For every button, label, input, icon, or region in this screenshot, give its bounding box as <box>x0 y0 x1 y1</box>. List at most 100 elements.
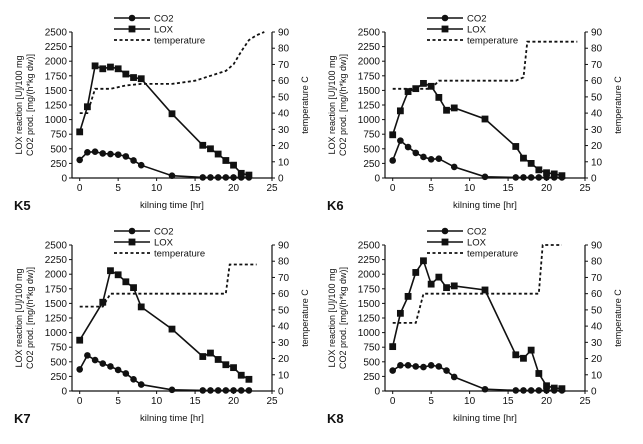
lox-point <box>168 325 176 333</box>
left-tick-label: 1250 <box>358 101 381 112</box>
right-tick-label: 50 <box>278 305 290 316</box>
legend-temperature-label: temperature <box>154 249 205 260</box>
co2-point <box>91 148 99 156</box>
lox-point <box>558 172 566 180</box>
legend-co2-label: CO2 <box>467 227 487 238</box>
panel-k8: 0250500750100012501500175020002250250001… <box>327 227 623 427</box>
left-tick-label: 2000 <box>358 57 381 68</box>
x-tick-label: 25 <box>579 183 591 194</box>
lox-point <box>199 353 207 360</box>
lox-point <box>222 361 230 369</box>
x-tick-label: 20 <box>541 183 553 194</box>
left-tick-label: 2500 <box>358 28 381 39</box>
co2-point <box>450 373 458 381</box>
lox-point <box>130 74 137 81</box>
co2-point <box>122 370 130 377</box>
co2-point <box>397 362 404 369</box>
left-tick-label: 500 <box>363 144 380 155</box>
lox-point <box>527 160 535 167</box>
left-tick-label: 750 <box>50 130 67 141</box>
lox-point <box>114 271 122 279</box>
co2-point <box>99 360 107 367</box>
legend-co2-marker <box>441 227 449 235</box>
right-axis-title: temperature C <box>613 289 623 347</box>
left-tick-label: 1500 <box>358 86 381 97</box>
lox-point <box>427 82 435 90</box>
co2-point <box>427 362 435 369</box>
x-tick-label: 25 <box>266 183 278 194</box>
lox-point <box>443 284 450 292</box>
panel-k7: 0250500750100012501500175020002250250001… <box>14 227 310 427</box>
left-tick-label: 1250 <box>358 314 381 325</box>
left-tick-label: 750 <box>363 130 380 141</box>
lox-point <box>420 79 427 87</box>
left-tick-label: 1000 <box>358 328 381 339</box>
panel-label: K5 <box>14 198 31 213</box>
left-tick-label: 1500 <box>358 299 381 310</box>
lox-point <box>107 267 114 275</box>
lox-point <box>99 298 107 306</box>
co2-point <box>114 366 122 374</box>
left-tick-label: 1250 <box>45 314 68 325</box>
left-tick-label: 1750 <box>45 71 68 82</box>
right-axis-title: temperature C <box>300 76 310 134</box>
co2-point <box>76 366 83 373</box>
co2-point <box>199 174 207 181</box>
series-temperature-line <box>79 263 257 308</box>
lox-point <box>222 157 230 164</box>
right-tick-label: 50 <box>591 92 603 103</box>
left-tick-label: 1000 <box>358 115 381 126</box>
x-tick-label: 10 <box>151 396 163 407</box>
lox-point <box>427 280 435 288</box>
co2-point <box>168 172 176 179</box>
legend-temperature-label: temperature <box>154 36 205 47</box>
co2-point <box>245 387 253 394</box>
right-tick-label: 70 <box>278 273 290 284</box>
x-tick-label: 25 <box>579 396 591 407</box>
co2-point <box>389 367 396 374</box>
co2-point <box>443 367 450 374</box>
x-tick-label: 5 <box>115 396 121 407</box>
co2-point <box>427 156 435 163</box>
lox-point <box>107 63 114 71</box>
left-tick-label: 0 <box>61 387 67 398</box>
co2-point <box>412 149 420 157</box>
lox-point <box>443 106 450 114</box>
co2-point <box>199 387 207 394</box>
lox-point <box>91 62 99 70</box>
x-axis-title: kilning time [hr] <box>453 200 517 211</box>
right-tick-label: 90 <box>278 28 290 39</box>
left-tick-label: 500 <box>50 144 67 155</box>
right-tick-label: 10 <box>591 157 603 168</box>
co2-point <box>99 150 107 157</box>
lox-point <box>168 110 176 118</box>
lox-point <box>396 309 404 317</box>
right-tick-label: 80 <box>591 257 603 268</box>
right-tick-label: 30 <box>278 338 290 349</box>
right-tick-label: 60 <box>591 76 603 87</box>
co2-point <box>137 161 145 169</box>
co2-point <box>230 174 237 181</box>
lox-point <box>512 143 520 150</box>
lox-point <box>435 273 443 281</box>
left-tick-label: 0 <box>374 174 380 185</box>
legend-co2-label: CO2 <box>467 14 487 25</box>
legend-co2-label: CO2 <box>154 14 174 25</box>
lox-point <box>137 303 145 311</box>
co2-point <box>130 157 137 164</box>
lox-point <box>396 107 404 115</box>
co2-point <box>512 387 520 394</box>
right-tick-label: 60 <box>591 289 603 300</box>
right-tick-label: 0 <box>591 174 597 185</box>
lox-point <box>558 385 566 393</box>
right-tick-label: 20 <box>278 354 290 365</box>
right-tick-label: 40 <box>278 322 290 333</box>
left-tick-label: 2250 <box>358 42 381 53</box>
co2-point <box>91 356 99 364</box>
x-tick-label: 25 <box>266 396 278 407</box>
right-tick-label: 70 <box>278 60 290 71</box>
left-tick-label: 750 <box>363 343 380 354</box>
legend-co2-label: CO2 <box>154 227 174 238</box>
lox-point <box>245 375 253 383</box>
